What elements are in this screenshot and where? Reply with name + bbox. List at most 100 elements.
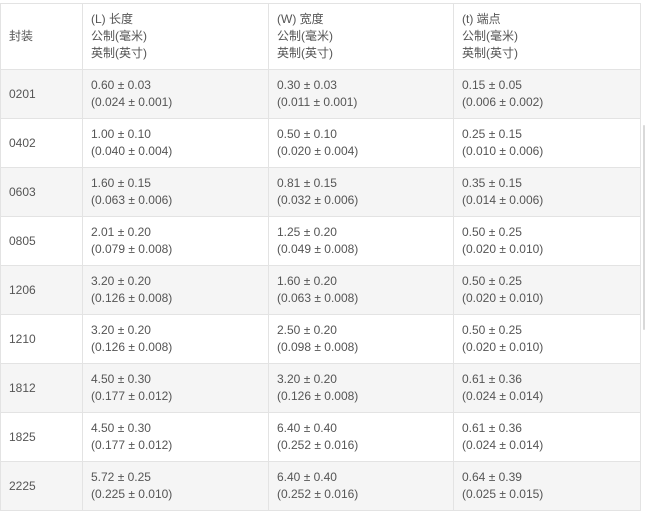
table-row: 2225 5.72 ± 0.25 (0.225 ± 0.010) 6.40 ± … — [0, 461, 641, 511]
header-width-imperial-label: 英制(英寸) — [277, 46, 333, 60]
width-cell: 1.25 ± 0.20 (0.049 ± 0.008) — [268, 216, 454, 266]
width-cell: 1.60 ± 0.20 (0.063 ± 0.008) — [268, 265, 454, 315]
length-cell: 1.00 ± 0.10 (0.040 ± 0.004) — [82, 118, 269, 168]
metric-value: 0.35 ± 0.15 — [462, 176, 522, 190]
imperial-value: (0.020 ± 0.010) — [462, 242, 544, 256]
imperial-value: (0.079 ± 0.008) — [91, 242, 173, 256]
imperial-value: (0.063 ± 0.006) — [91, 193, 173, 207]
header-terminal-metric-label: 公制(毫米) — [462, 29, 518, 43]
terminal-cell: 0.61 ± 0.36 (0.024 ± 0.014) — [453, 363, 641, 413]
header-package: 封装 — [0, 3, 83, 70]
metric-value: 6.40 ± 0.40 — [277, 470, 337, 484]
metric-value: 1.60 ± 0.15 — [91, 176, 151, 190]
metric-value: 0.50 ± 0.25 — [462, 225, 522, 239]
header-width-title: (W) 宽度 — [277, 12, 324, 26]
metric-value: 0.30 ± 0.03 — [277, 78, 337, 92]
table-row: 0402 1.00 ± 0.10 (0.040 ± 0.004) 0.50 ± … — [0, 118, 641, 168]
metric-value: 1.25 ± 0.20 — [277, 225, 337, 239]
width-cell: 3.20 ± 0.20 (0.126 ± 0.008) — [268, 363, 454, 413]
header-length-title: (L) 长度 — [91, 12, 134, 26]
imperial-value: (0.126 ± 0.008) — [277, 389, 359, 403]
imperial-value: (0.020 ± 0.010) — [462, 291, 544, 305]
metric-value: 4.50 ± 0.30 — [91, 421, 151, 435]
package-cell: 0603 — [0, 167, 83, 217]
header-row: 封装 (L) 长度 公制(毫米) 英制(英寸) (W) 宽度 公制(毫米) 英制… — [0, 3, 641, 70]
metric-value: 3.20 ± 0.20 — [277, 372, 337, 386]
imperial-value: (0.063 ± 0.008) — [277, 291, 359, 305]
package-cell: 0402 — [0, 118, 83, 168]
width-cell: 0.50 ± 0.10 (0.020 ± 0.004) — [268, 118, 454, 168]
imperial-value: (0.032 ± 0.006) — [277, 193, 359, 207]
terminal-cell: 0.15 ± 0.05 (0.006 ± 0.002) — [453, 69, 641, 119]
scrollbar-thumb[interactable] — [643, 125, 645, 330]
imperial-value: (0.011 ± 0.001) — [277, 95, 358, 109]
package-dimension-table: 封装 (L) 长度 公制(毫米) 英制(英寸) (W) 宽度 公制(毫米) 英制… — [0, 3, 641, 511]
metric-value: 0.61 ± 0.36 — [462, 421, 522, 435]
header-length-imperial-label: 英制(英寸) — [91, 46, 147, 60]
imperial-value: (0.006 ± 0.002) — [462, 95, 544, 109]
length-cell: 1.60 ± 0.15 (0.063 ± 0.006) — [82, 167, 269, 217]
terminal-cell: 0.61 ± 0.36 (0.024 ± 0.014) — [453, 412, 641, 462]
terminal-cell: 0.50 ± 0.25 (0.020 ± 0.010) — [453, 216, 641, 266]
header-length-metric-label: 公制(毫米) — [91, 29, 147, 43]
metric-value: 6.40 ± 0.40 — [277, 421, 337, 435]
metric-value: 0.50 ± 0.10 — [277, 127, 337, 141]
imperial-value: (0.010 ± 0.006) — [462, 144, 544, 158]
metric-value: 5.72 ± 0.25 — [91, 470, 151, 484]
imperial-value: (0.126 ± 0.008) — [91, 291, 173, 305]
table-row: 1210 3.20 ± 0.20 (0.126 ± 0.008) 2.50 ± … — [0, 314, 641, 364]
metric-value: 0.25 ± 0.15 — [462, 127, 522, 141]
metric-value: 0.61 ± 0.36 — [462, 372, 522, 386]
header-terminal: (t) 端点 公制(毫米) 英制(英寸) — [453, 3, 641, 70]
imperial-value: (0.252 ± 0.016) — [277, 438, 359, 452]
metric-value: 0.64 ± 0.39 — [462, 470, 522, 484]
imperial-value: (0.020 ± 0.004) — [277, 144, 359, 158]
table-row: 0201 0.60 ± 0.03 (0.024 ± 0.001) 0.30 ± … — [0, 69, 641, 119]
terminal-cell: 0.64 ± 0.39 (0.025 ± 0.015) — [453, 461, 641, 511]
width-cell: 6.40 ± 0.40 (0.252 ± 0.016) — [268, 412, 454, 462]
length-cell: 5.72 ± 0.25 (0.225 ± 0.010) — [82, 461, 269, 511]
length-cell: 2.01 ± 0.20 (0.079 ± 0.008) — [82, 216, 269, 266]
imperial-value: (0.014 ± 0.006) — [462, 193, 544, 207]
width-cell: 2.50 ± 0.20 (0.098 ± 0.008) — [268, 314, 454, 364]
imperial-value: (0.177 ± 0.012) — [91, 438, 173, 452]
imperial-value: (0.177 ± 0.012) — [91, 389, 173, 403]
length-cell: 3.20 ± 0.20 (0.126 ± 0.008) — [82, 265, 269, 315]
table-row: 0603 1.60 ± 0.15 (0.063 ± 0.006) 0.81 ± … — [0, 167, 641, 217]
imperial-value: (0.024 ± 0.014) — [462, 389, 544, 403]
length-cell: 3.20 ± 0.20 (0.126 ± 0.008) — [82, 314, 269, 364]
metric-value: 0.50 ± 0.25 — [462, 323, 522, 337]
imperial-value: (0.126 ± 0.008) — [91, 340, 173, 354]
terminal-cell: 0.35 ± 0.15 (0.014 ± 0.006) — [453, 167, 641, 217]
width-cell: 0.30 ± 0.03 (0.011 ± 0.001) — [268, 69, 454, 119]
imperial-value: (0.024 ± 0.001) — [91, 95, 173, 109]
header-width: (W) 宽度 公制(毫米) 英制(英寸) — [268, 3, 454, 70]
header-width-metric-label: 公制(毫米) — [277, 29, 333, 43]
imperial-value: (0.024 ± 0.014) — [462, 438, 544, 452]
table-row: 1825 4.50 ± 0.30 (0.177 ± 0.012) 6.40 ± … — [0, 412, 641, 462]
terminal-cell: 0.25 ± 0.15 (0.010 ± 0.006) — [453, 118, 641, 168]
package-cell: 1210 — [0, 314, 83, 364]
table-row: 1206 3.20 ± 0.20 (0.126 ± 0.008) 1.60 ± … — [0, 265, 641, 315]
package-cell: 1812 — [0, 363, 83, 413]
length-cell: 4.50 ± 0.30 (0.177 ± 0.012) — [82, 412, 269, 462]
imperial-value: (0.020 ± 0.010) — [462, 340, 544, 354]
metric-value: 3.20 ± 0.20 — [91, 274, 151, 288]
metric-value: 2.50 ± 0.20 — [277, 323, 337, 337]
header-package-label: 封装 — [9, 29, 34, 43]
imperial-value: (0.025 ± 0.015) — [462, 487, 544, 501]
metric-value: 3.20 ± 0.20 — [91, 323, 151, 337]
imperial-value: (0.225 ± 0.010) — [91, 487, 173, 501]
metric-value: 0.50 ± 0.25 — [462, 274, 522, 288]
terminal-cell: 0.50 ± 0.25 (0.020 ± 0.010) — [453, 265, 641, 315]
length-cell: 4.50 ± 0.30 (0.177 ± 0.012) — [82, 363, 269, 413]
header-terminal-title: (t) 端点 — [462, 12, 501, 26]
length-cell: 0.60 ± 0.03 (0.024 ± 0.001) — [82, 69, 269, 119]
imperial-value: (0.098 ± 0.008) — [277, 340, 359, 354]
metric-value: 0.15 ± 0.05 — [462, 78, 522, 92]
package-cell: 2225 — [0, 461, 83, 511]
terminal-cell: 0.50 ± 0.25 (0.020 ± 0.010) — [453, 314, 641, 364]
width-cell: 6.40 ± 0.40 (0.252 ± 0.016) — [268, 461, 454, 511]
metric-value: 1.60 ± 0.20 — [277, 274, 337, 288]
metric-value: 0.81 ± 0.15 — [277, 176, 337, 190]
